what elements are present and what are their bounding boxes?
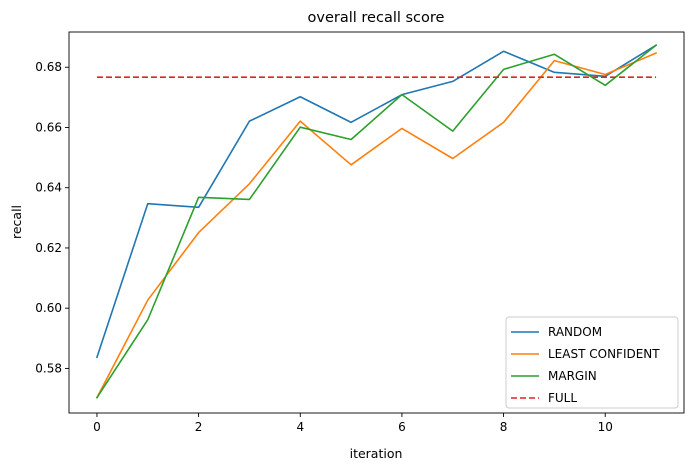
x-tick-label: 10	[598, 420, 613, 434]
data-point-full	[401, 77, 402, 78]
data-point-margin	[198, 197, 199, 198]
plot-frame	[68, 31, 685, 414]
y-axis-label: recall	[9, 205, 24, 239]
x-tick-label: 6	[398, 420, 406, 434]
data-point-full	[503, 77, 504, 78]
data-point-margin	[655, 45, 656, 46]
data-point-random	[198, 207, 199, 208]
data-point-full	[249, 77, 250, 78]
data-point-margin	[605, 85, 606, 86]
data-point-margin	[300, 127, 301, 128]
y-tick-label: 0.64	[35, 181, 62, 195]
legend-label-margin: MARGIN	[548, 369, 597, 383]
data-point-full	[350, 77, 351, 78]
data-point-least-confident	[605, 74, 606, 75]
x-tick-label: 2	[195, 420, 203, 434]
x-tick-label: 4	[296, 420, 304, 434]
x-tick-label: 8	[500, 420, 508, 434]
data-point-least-confident	[554, 60, 555, 61]
data-point-random	[249, 121, 250, 122]
series-line-random	[95, 44, 658, 359]
y-tick-label: 0.60	[35, 301, 62, 315]
data-point-full	[147, 77, 148, 78]
y-tick-label: 0.62	[35, 241, 62, 255]
series-line-margin	[95, 44, 658, 399]
data-point-least-confident	[249, 183, 250, 184]
data-point-random	[554, 72, 555, 73]
legend-label-full: FULL	[548, 391, 577, 405]
data-point-margin	[147, 319, 148, 320]
data-point-random	[452, 81, 453, 82]
y-tick-label: 0.58	[35, 361, 62, 375]
data-point-random	[147, 203, 148, 204]
y-tick-label: 0.66	[35, 120, 62, 134]
legend-box	[505, 316, 679, 409]
data-point-full	[96, 77, 97, 78]
series-layer	[95, 44, 658, 399]
data-point-random	[96, 357, 97, 358]
y-tick-label: 0.68	[35, 60, 62, 74]
data-point-random	[350, 122, 351, 123]
legend-label-random: RANDOM	[548, 325, 602, 339]
data-point-least-confident	[300, 121, 301, 122]
data-point-full	[554, 77, 555, 78]
data-point-least-confident	[452, 158, 453, 159]
data-point-least-confident	[655, 52, 656, 53]
y-axis-ticks: 0.58 0.60 0.62 0.64 0.66 0.68	[35, 60, 69, 375]
data-point-margin	[452, 130, 453, 131]
data-point-full	[655, 77, 656, 78]
legend-label-least-confident: LEAST CONFIDENT	[548, 347, 660, 361]
data-point-full	[198, 77, 199, 78]
x-axis-label: iteration	[350, 446, 403, 461]
data-point-margin	[350, 139, 351, 140]
data-point-least-confident	[503, 122, 504, 123]
data-point-full	[300, 77, 301, 78]
chart-title: overall recall score	[308, 10, 445, 26]
data-point-full	[452, 77, 453, 78]
data-point-full	[605, 77, 606, 78]
data-point-margin	[96, 397, 97, 398]
legend: RANDOM LEAST CONFIDENT MARGIN FULL	[505, 316, 679, 409]
data-point-margin	[554, 54, 555, 55]
data-point-margin	[401, 94, 402, 95]
x-tick-label: 0	[93, 420, 101, 434]
data-point-random	[503, 51, 504, 52]
data-point-least-confident	[350, 164, 351, 165]
data-point-least-confident	[147, 299, 148, 300]
x-axis-ticks: 0 2 4 6 8 10	[93, 413, 613, 434]
data-point-margin	[249, 199, 250, 200]
series-line-least-confident	[95, 52, 658, 399]
data-point-least-confident	[401, 128, 402, 129]
data-point-margin	[503, 69, 504, 70]
data-point-random	[300, 96, 301, 97]
data-point-least-confident	[198, 232, 199, 233]
